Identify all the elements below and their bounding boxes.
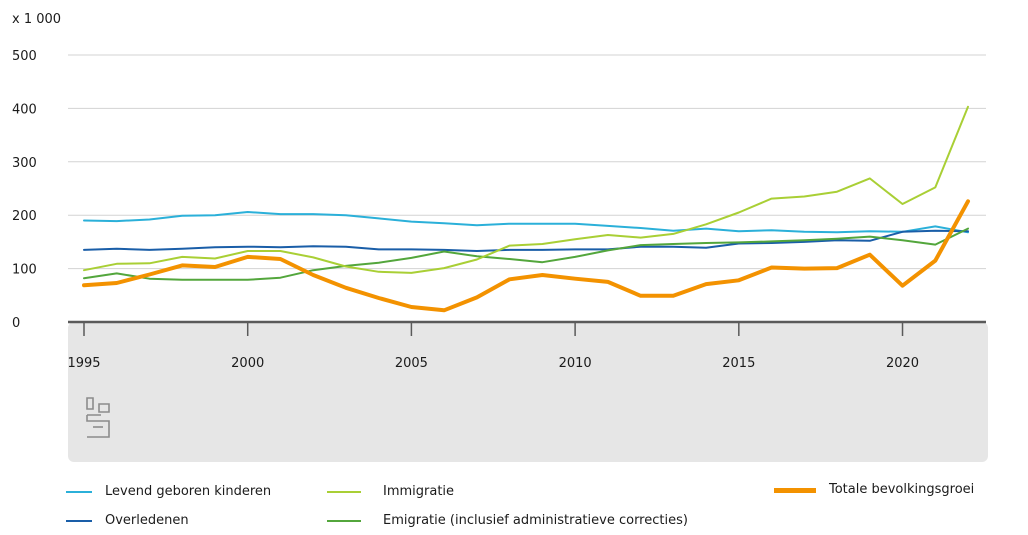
legend-label-totale-groei: Totale bevolkingsgroei (829, 482, 975, 497)
y-tick-label: 100 (12, 263, 37, 278)
y-unit-label: x 1 000 (12, 12, 61, 27)
legend-swatch-immigratie (327, 491, 361, 493)
y-axis-ticks: 0 100 200 300 400 500 (12, 49, 37, 331)
series-line-totale (82, 199, 970, 313)
legend-label-emigratie: Emigratie (inclusief administratieve cor… (383, 513, 688, 528)
legend-item-levend-geboren: Levend geboren kinderen (66, 484, 271, 500)
x-tick-label: 2015 (722, 356, 755, 371)
x-tick-label: 1995 (67, 356, 100, 371)
y-tick-label: 400 (12, 102, 37, 117)
series-line-emigratie (83, 227, 969, 281)
series-line-immigratie (83, 105, 969, 274)
legend-item-overledenen: Overledenen (66, 513, 189, 529)
y-tick-label: 0 (12, 316, 20, 331)
y-tick-label: 200 (12, 209, 37, 224)
x-tick-label: 2020 (886, 356, 919, 371)
x-tick-label: 2010 (559, 356, 592, 371)
legend-label-immigratie: Immigratie (383, 484, 455, 499)
series-line-overledenen (83, 229, 969, 252)
legend-item-immigratie: Immigratie (327, 484, 454, 500)
x-axis-ticks: 1995 2000 2005 2010 2015 2020 (67, 322, 919, 371)
legend-item-emigratie: Emigratie (inclusief administratieve cor… (327, 513, 688, 529)
legend-swatch-emigratie (327, 520, 361, 522)
legend-swatch-levend-geboren (66, 491, 92, 493)
x-tick-label: 2000 (231, 356, 264, 371)
gridlines (68, 54, 986, 270)
x-tick-label: 2005 (395, 356, 428, 371)
y-tick-label: 500 (12, 49, 37, 64)
legend-label-overledenen: Overledenen (105, 513, 189, 528)
legend-swatch-overledenen (66, 520, 92, 522)
legend-label-levend-geboren: Levend geboren kinderen (105, 484, 272, 499)
axis-panel (68, 322, 988, 462)
legend-swatch-totale-groei (774, 487, 816, 493)
series-lines (82, 105, 970, 313)
series-line-levend (83, 211, 969, 234)
legend-item-totale-groei: Totale bevolkingsgroei (774, 482, 974, 498)
y-tick-label: 300 (12, 156, 37, 171)
cbs-logo-icon (86, 397, 110, 438)
